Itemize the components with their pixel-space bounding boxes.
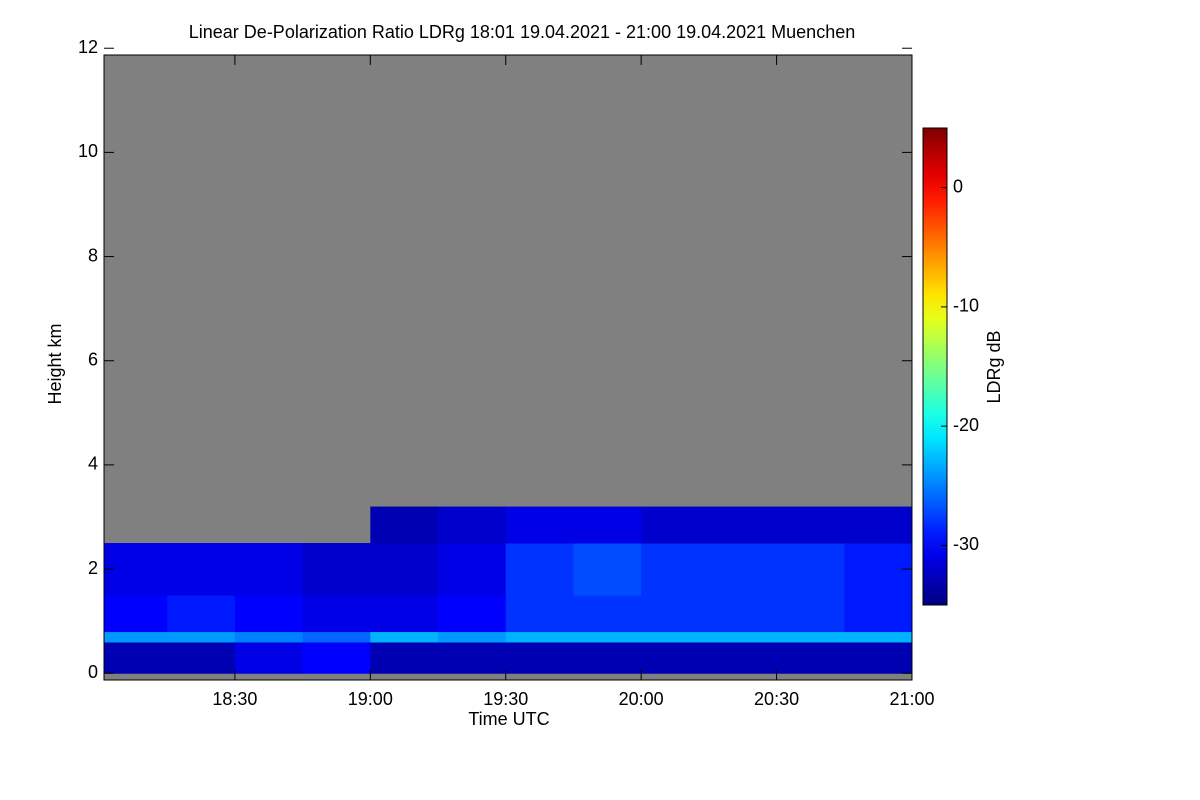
heatmap-cell <box>167 641 236 674</box>
x-tick-label: 18:30 <box>212 689 257 709</box>
heatmap-cell <box>776 543 845 596</box>
y-axis-label: Height km <box>45 323 65 404</box>
heatmap-cell <box>641 595 710 633</box>
y-tick-label: 4 <box>88 454 98 474</box>
heatmap-cell <box>641 506 710 544</box>
heatmap-cell <box>234 631 304 643</box>
heatmap-cell <box>573 595 642 633</box>
heatmap-cell <box>370 641 439 674</box>
heatmap-cell <box>844 543 913 596</box>
colorbar-tick-label: -20 <box>953 415 979 435</box>
heatmap-cell <box>708 641 778 674</box>
x-tick-label: 20:00 <box>619 689 664 709</box>
heatmap-cell <box>505 543 574 596</box>
heatmap-cell <box>641 641 710 674</box>
heatmap-cell <box>370 631 439 643</box>
heatmap-cell <box>370 543 439 596</box>
heatmap-cell <box>302 631 371 643</box>
heatmap-cell <box>844 506 913 544</box>
heatmap-cell <box>776 641 845 674</box>
heatmap-cell <box>505 631 574 643</box>
heatmap-cell <box>104 595 168 633</box>
x-axis-label: Time UTC <box>468 709 549 729</box>
heatmap-cell <box>844 641 913 674</box>
heatmap-cell <box>844 595 913 633</box>
heatmap-cell <box>438 543 507 596</box>
heatmap-cell <box>505 595 574 633</box>
plot-frame <box>103 54 913 681</box>
heatmap-cell <box>573 506 642 544</box>
x-tick-label: 21:00 <box>889 689 934 709</box>
x-tick-label: 19:00 <box>348 689 393 709</box>
x-tick-label: 20:30 <box>754 689 799 709</box>
heatmap-cell <box>438 506 507 544</box>
heatmap-cell <box>234 543 304 596</box>
heatmap-cell <box>776 631 845 643</box>
heatmap-cell <box>438 631 507 643</box>
heatmap-cell <box>104 631 168 643</box>
y-tick-label: 12 <box>78 37 98 57</box>
heatmap-cell <box>302 641 371 674</box>
heatmap-cell <box>234 595 304 633</box>
heatmap-cell <box>505 641 574 674</box>
heatmap-cell <box>573 631 642 643</box>
heatmap-cell <box>167 543 236 596</box>
heatmap-cell <box>708 506 778 544</box>
heatmap-cell <box>167 631 236 643</box>
heatmap-cell <box>234 641 304 674</box>
heatmap-cell <box>167 595 236 633</box>
heatmap-cell <box>438 641 507 674</box>
colorbar-tick-label: 0 <box>953 176 963 196</box>
heatmap-cell <box>573 543 642 596</box>
x-tick-label: 19:30 <box>483 689 528 709</box>
y-tick-label: 0 <box>88 662 98 682</box>
heatmap-cell <box>573 641 642 674</box>
colorbar-tick-label: -30 <box>953 534 979 554</box>
y-tick-label: 8 <box>88 245 98 265</box>
y-tick-label: 6 <box>88 349 98 369</box>
heatmap-cell <box>370 506 439 544</box>
y-tick-label: 2 <box>88 558 98 578</box>
heatmap-cell <box>708 543 778 596</box>
heatmap-cell <box>302 595 371 633</box>
heatmap-cell <box>844 631 913 643</box>
heatmap-cell <box>641 631 710 643</box>
heatmap-cell <box>776 595 845 633</box>
heatmap-cell <box>104 543 168 596</box>
heatmap-cell <box>438 595 507 633</box>
colorbar-label: LDRg dB <box>984 330 1004 403</box>
chart-title: Linear De-Polarization Ratio LDRg 18:01 … <box>189 22 855 42</box>
heatmap-cell <box>776 506 845 544</box>
heatmap-cell <box>505 506 574 544</box>
y-tick-label: 10 <box>78 141 98 161</box>
heatmap-cell <box>104 641 168 674</box>
colorbar <box>922 127 948 606</box>
heatmap-cell <box>641 543 710 596</box>
heatmap-cell <box>370 595 439 633</box>
heatmap-cell <box>302 543 371 596</box>
heatmap-cell <box>708 631 778 643</box>
colorbar-tick-label: -10 <box>953 296 979 316</box>
heatmap-cell <box>708 595 778 633</box>
